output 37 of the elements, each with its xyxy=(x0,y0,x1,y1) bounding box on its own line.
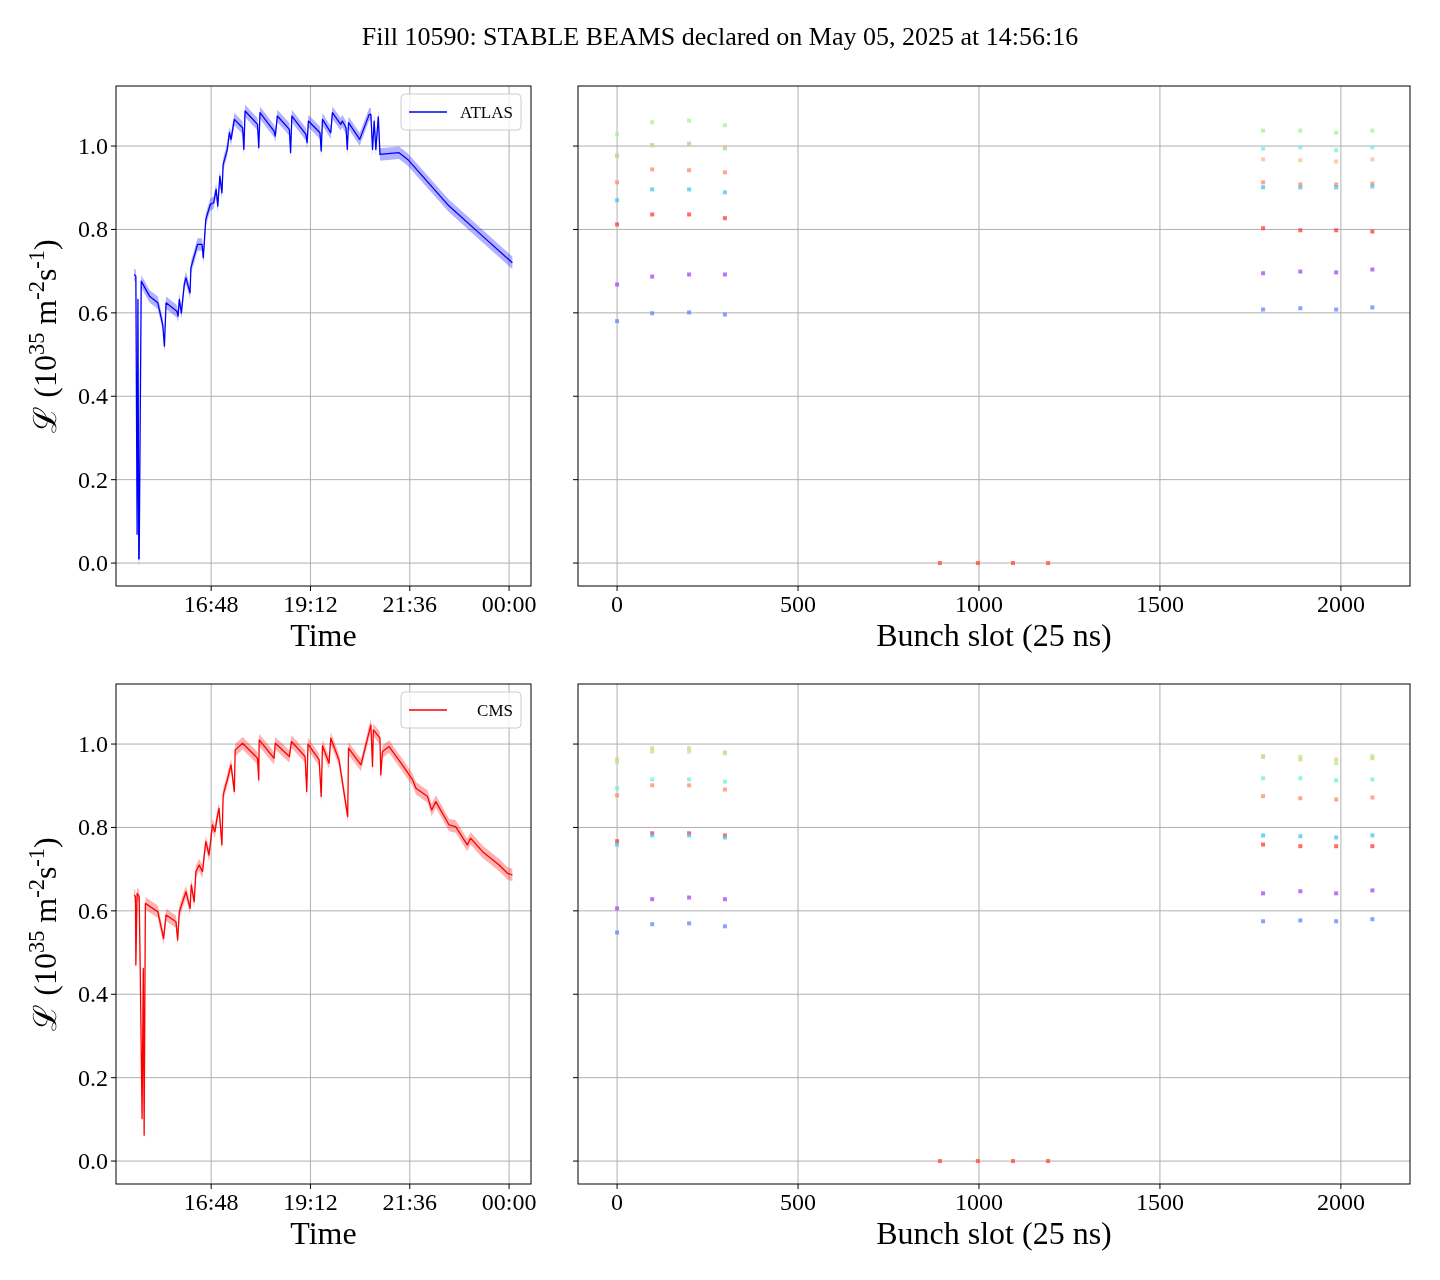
x-axis-title: Bunch slot (25 ns) xyxy=(876,617,1112,653)
y-tick-label: 1.0 xyxy=(78,133,108,160)
x-axis-title: Bunch slot (25 ns) xyxy=(876,1215,1112,1251)
x-tick-label: 21:36 xyxy=(382,1189,438,1215)
x-tick-label: 16:48 xyxy=(183,1189,239,1215)
y-tick-label: 0.4 xyxy=(78,981,108,1008)
y-tick-label: 0.8 xyxy=(78,216,108,243)
x-tick-label: 1500 xyxy=(1135,1189,1184,1215)
y-tick-label: 0.0 xyxy=(78,1148,108,1175)
x-tick-label: 19:12 xyxy=(283,591,338,617)
x-tick-label: 2000 xyxy=(1316,1189,1365,1215)
y-tick-label: 0.8 xyxy=(78,814,108,841)
x-tick-label: 1000 xyxy=(954,591,1003,617)
y-tick-label: 0.0 xyxy=(78,550,108,577)
x-axis-title: Time xyxy=(290,617,357,653)
y-tick-label: 0.6 xyxy=(78,299,108,326)
x-tick-label: 1500 xyxy=(1135,591,1184,617)
x-tick-label: 0 xyxy=(611,591,624,617)
x-axis-title: Time xyxy=(290,1215,357,1251)
x-tick-label: 500 xyxy=(780,1189,817,1215)
y-tick-label: 0.6 xyxy=(78,897,108,924)
x-tick-label: 21:36 xyxy=(382,591,438,617)
text: Fill 10590: STABLE BEAMS declared on May 05, 2025 at 14:56:16 xyxy=(361,22,1079,51)
y-tick-label: 0.2 xyxy=(78,1064,108,1091)
x-tick-label: 00:00 xyxy=(481,591,537,617)
x-tick-label: 00:00 xyxy=(481,1189,537,1215)
x-tick-label: 1000 xyxy=(954,1189,1003,1215)
x-tick-label: 19:12 xyxy=(283,1189,338,1215)
x-tick-label: 16:48 xyxy=(183,591,239,617)
y-tick-label: 1.0 xyxy=(78,731,108,758)
x-tick-label: 500 xyxy=(780,591,817,617)
y-tick-label: 0.2 xyxy=(78,466,108,493)
legend-label: ATLAS xyxy=(460,103,513,122)
x-tick-label: 2000 xyxy=(1316,591,1365,617)
y-tick-label: 0.4 xyxy=(78,383,108,410)
legend-label: CMS xyxy=(477,701,513,720)
x-tick-label: 0 xyxy=(611,1189,624,1215)
